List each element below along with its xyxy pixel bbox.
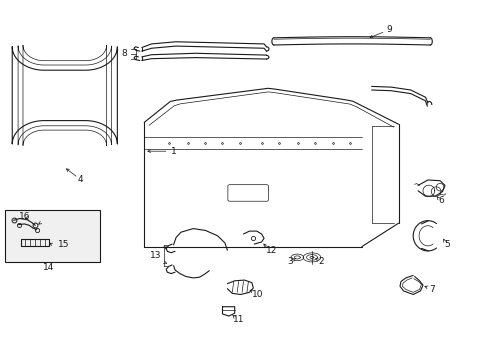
Text: 8: 8 <box>122 49 127 58</box>
Text: 9: 9 <box>385 25 391 34</box>
Text: 12: 12 <box>265 246 277 256</box>
Text: 3: 3 <box>287 256 293 265</box>
Text: 13: 13 <box>149 251 161 260</box>
Text: 7: 7 <box>428 284 434 294</box>
FancyBboxPatch shape <box>227 185 268 201</box>
Text: 6: 6 <box>438 196 444 205</box>
Text: 1: 1 <box>170 147 176 156</box>
Text: 16: 16 <box>19 212 30 221</box>
Text: 5: 5 <box>444 240 449 248</box>
Text: 10: 10 <box>251 289 263 299</box>
Text: 11: 11 <box>232 315 244 324</box>
Text: 15: 15 <box>58 240 69 248</box>
Text: 2: 2 <box>317 256 323 265</box>
Bar <box>5 210 100 262</box>
Text: 14: 14 <box>43 263 55 271</box>
Text: 4: 4 <box>78 175 83 184</box>
